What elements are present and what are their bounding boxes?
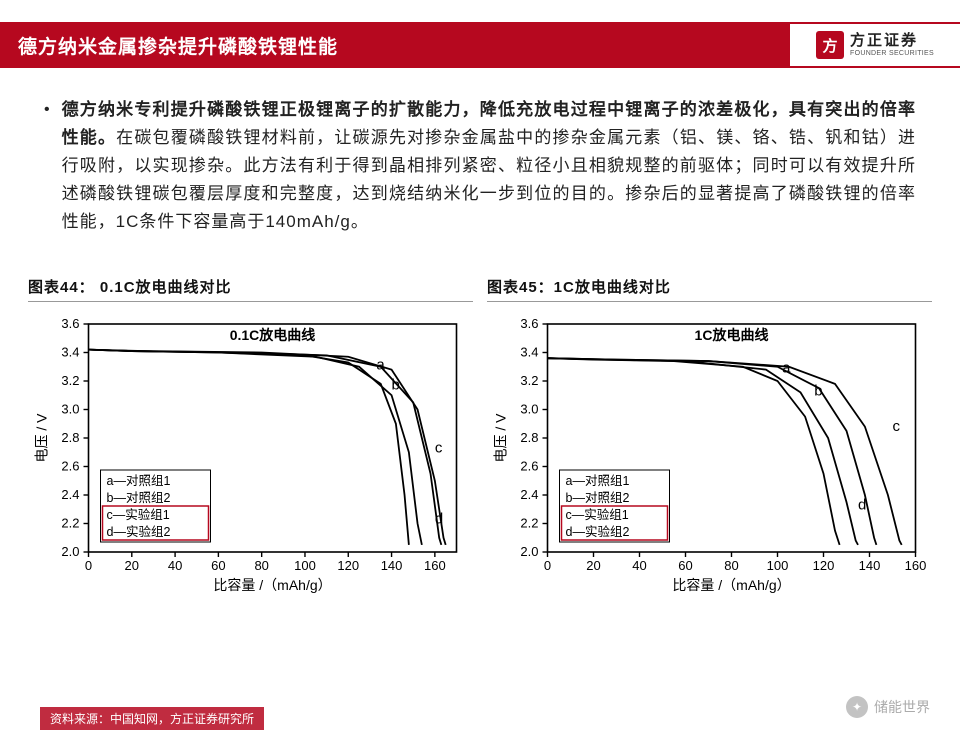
main-paragraph: 德方纳米专利提升磷酸铁锂正极锂离子的扩散能力，降低充放电过程中锂离子的浓差极化，… bbox=[62, 96, 916, 236]
svg-text:3.2: 3.2 bbox=[520, 373, 538, 388]
svg-text:c—实验组1: c—实验组1 bbox=[566, 507, 629, 522]
svg-text:0: 0 bbox=[544, 558, 551, 573]
svg-text:d—实验组2: d—实验组2 bbox=[107, 524, 171, 539]
svg-text:160: 160 bbox=[905, 558, 927, 573]
para-rest: 在碳包覆磷酸铁锂材料前，让碳源先对掺杂金属盐中的掺杂金属元素（铝、镁、铬、锆、钒… bbox=[62, 128, 916, 231]
chart-right-block: 图表45：1C放电曲线对比 2.0 2.2 2.4 2.6 2.8 3.0 3.2 3.4 3.… bbox=[487, 276, 932, 596]
svg-text:a: a bbox=[782, 359, 791, 376]
svg-text:b: b bbox=[814, 382, 822, 399]
svg-text:100: 100 bbox=[294, 558, 316, 573]
bullet-paragraph: • 德方纳米专利提升磷酸铁锂正极锂离子的扩散能力，降低充放电过程中锂离子的浓差极… bbox=[44, 96, 916, 236]
svg-text:2.0: 2.0 bbox=[61, 544, 79, 559]
svg-text:80: 80 bbox=[724, 558, 738, 573]
svg-text:a—对照组1: a—对照组1 bbox=[107, 474, 171, 488]
page-title: 德方纳米金属掺杂提升磷酸铁锂性能 bbox=[18, 32, 338, 59]
svg-text:80: 80 bbox=[254, 558, 268, 573]
chart-left: 2.0 2.2 2.4 2.6 2.8 3.0 3.2 3.4 3.6 0 20 40 60 80 100 1… bbox=[28, 306, 473, 596]
logo-text: 方正证券 FOUNDER SECURITIES bbox=[850, 33, 934, 57]
svg-text:d—实验组2: d—实验组2 bbox=[566, 524, 630, 539]
svg-text:c—实验组1: c—实验组1 bbox=[107, 507, 170, 522]
svg-text:2.4: 2.4 bbox=[520, 487, 538, 502]
svg-text:电压 / V: 电压 / V bbox=[493, 413, 509, 463]
svg-text:20: 20 bbox=[125, 558, 139, 573]
wechat-icon: ✦ bbox=[846, 696, 868, 718]
svg-text:2.2: 2.2 bbox=[520, 516, 538, 531]
logo-cn: 方正证券 bbox=[850, 33, 934, 48]
svg-text:3.0: 3.0 bbox=[520, 402, 538, 417]
svg-text:3.6: 3.6 bbox=[61, 316, 79, 331]
svg-text:1C放电曲线: 1C放电曲线 bbox=[695, 327, 769, 343]
logo: 方 方正证券 FOUNDER SECURITIES bbox=[790, 22, 960, 68]
svg-text:3.6: 3.6 bbox=[520, 316, 538, 331]
svg-text:100: 100 bbox=[767, 558, 789, 573]
svg-text:b: b bbox=[392, 377, 400, 394]
svg-text:40: 40 bbox=[632, 558, 646, 573]
footer-source: 资料来源：中国知网，方正证券研究所 bbox=[40, 707, 264, 730]
bullet-dot-icon: • bbox=[44, 96, 50, 236]
svg-text:比容量 /（mAh/g）: 比容量 /（mAh/g） bbox=[672, 577, 790, 593]
header: 德方纳米金属掺杂提升磷酸铁锂性能 方 方正证券 FOUNDER SECURITI… bbox=[0, 22, 960, 68]
svg-text:d: d bbox=[435, 511, 443, 528]
svg-text:2.6: 2.6 bbox=[520, 459, 538, 474]
svg-text:3.4: 3.4 bbox=[61, 345, 79, 360]
svg-text:140: 140 bbox=[859, 558, 881, 573]
svg-text:60: 60 bbox=[211, 558, 225, 573]
chart-right: 2.0 2.2 2.4 2.6 2.8 3.0 3.2 3.4 3.6 0 20 40 60 80 100 1… bbox=[487, 306, 932, 596]
svg-text:2.8: 2.8 bbox=[520, 430, 538, 445]
svg-text:120: 120 bbox=[813, 558, 835, 573]
logo-mark-icon: 方 bbox=[816, 31, 844, 59]
chart-right-caption: 图表45：1C放电曲线对比 bbox=[487, 276, 932, 302]
svg-text:a—对照组1: a—对照组1 bbox=[566, 474, 630, 488]
svg-text:2.4: 2.4 bbox=[61, 487, 79, 502]
svg-text:40: 40 bbox=[168, 558, 182, 573]
svg-text:2.0: 2.0 bbox=[520, 544, 538, 559]
svg-text:电压 / V: 电压 / V bbox=[34, 413, 50, 463]
svg-text:20: 20 bbox=[586, 558, 600, 573]
svg-text:c: c bbox=[893, 418, 901, 435]
svg-text:2.2: 2.2 bbox=[61, 516, 79, 531]
chart-left-caption: 图表44： 0.1C放电曲线对比 bbox=[28, 276, 473, 302]
svg-text:比容量 /（mAh/g）: 比容量 /（mAh/g） bbox=[213, 577, 331, 593]
svg-text:60: 60 bbox=[678, 558, 692, 573]
svg-text:140: 140 bbox=[381, 558, 403, 573]
svg-text:160: 160 bbox=[424, 558, 446, 573]
svg-text:3.2: 3.2 bbox=[61, 373, 79, 388]
svg-text:3.4: 3.4 bbox=[520, 345, 538, 360]
svg-text:120: 120 bbox=[337, 558, 359, 573]
svg-text:2.8: 2.8 bbox=[61, 430, 79, 445]
svg-text:3.0: 3.0 bbox=[61, 402, 79, 417]
svg-text:b—对照组2: b—对照组2 bbox=[566, 491, 630, 505]
svg-text:a: a bbox=[376, 357, 385, 374]
wechat-text: 储能世界 bbox=[874, 697, 930, 717]
page-title-bar: 德方纳米金属掺杂提升磷酸铁锂性能 bbox=[0, 22, 790, 68]
logo-en: FOUNDER SECURITIES bbox=[850, 50, 934, 57]
svg-text:c: c bbox=[435, 439, 443, 456]
chart-left-block: 图表44： 0.1C放电曲线对比 2.0 2.2 2.4 2.6 2.8 3.0 3.2 3.… bbox=[28, 276, 473, 596]
svg-text:b—对照组2: b—对照组2 bbox=[107, 491, 171, 505]
svg-text:0: 0 bbox=[85, 558, 92, 573]
content: • 德方纳米专利提升磷酸铁锂正极锂离子的扩散能力，降低充放电过程中锂离子的浓差极… bbox=[0, 68, 960, 236]
svg-text:0.1C放电曲线: 0.1C放电曲线 bbox=[230, 327, 316, 343]
wechat-tag: ✦ 储能世界 bbox=[846, 696, 930, 718]
svg-text:2.6: 2.6 bbox=[61, 459, 79, 474]
svg-text:d: d bbox=[858, 496, 866, 513]
charts-row: 图表44： 0.1C放电曲线对比 2.0 2.2 2.4 2.6 2.8 3.0 3.2 3.… bbox=[0, 276, 960, 596]
